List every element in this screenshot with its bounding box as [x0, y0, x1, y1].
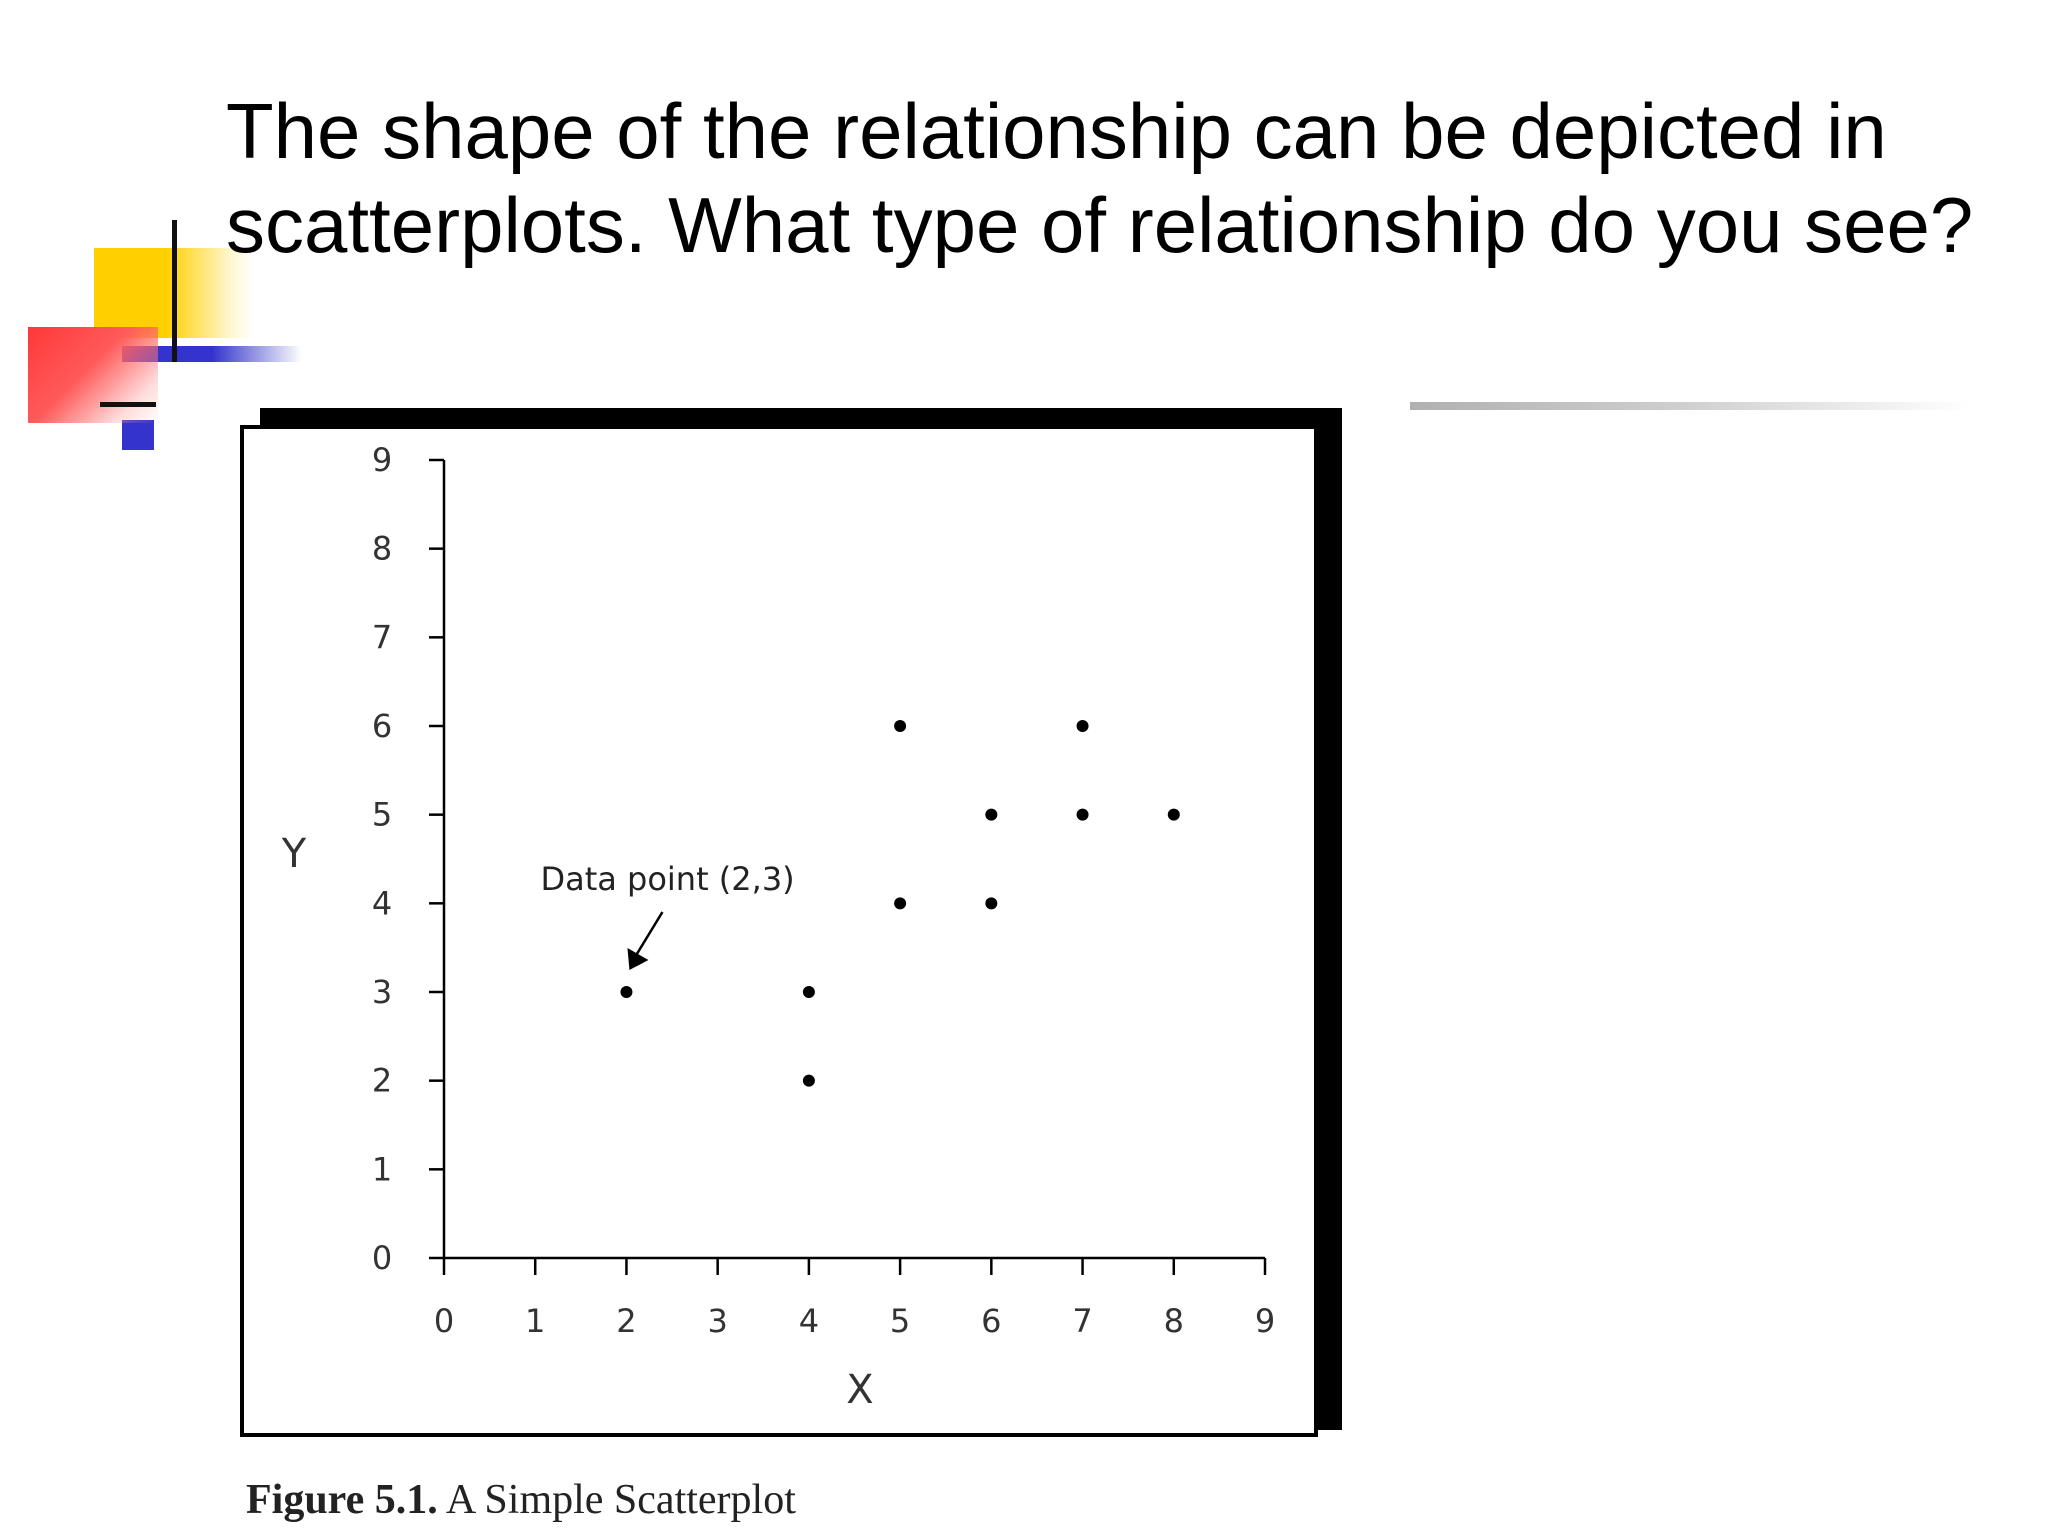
y-tick-label: 5 — [372, 796, 392, 834]
figure-frame: 0 1 2 3 4 5 6 7 8 9 0 1 2 3 4 5 6 7 8 9 X Y Data point (2,3) — [240, 425, 1318, 1437]
data-point — [985, 808, 998, 821]
decor-red-block — [28, 327, 158, 423]
data-point — [620, 986, 633, 998]
y-tick-label: 1 — [372, 1150, 392, 1188]
y-tick-label: 3 — [372, 973, 392, 1011]
data-point — [802, 1074, 815, 1087]
x-tick-label: 0 — [434, 1302, 454, 1340]
x-tick-label: 4 — [799, 1302, 819, 1340]
y-tick-label: 7 — [372, 618, 392, 656]
y-tick-label: 8 — [372, 530, 392, 568]
data-point — [1167, 808, 1180, 821]
data-point — [802, 986, 815, 998]
scatter-chart: 0 1 2 3 4 5 6 7 8 9 0 1 2 3 4 5 6 7 8 9 X Y Data point (2,3) — [281, 441, 1275, 1413]
x-tick-label: 5 — [890, 1302, 910, 1340]
slide-title: The shape of the relationship can be dep… — [226, 87, 1974, 269]
decor-vertical-line — [172, 220, 177, 362]
y-tick-label: 6 — [372, 707, 392, 745]
x-axis-title: X — [846, 1367, 873, 1413]
x-tick-label: 2 — [616, 1302, 636, 1340]
annotation-arrow-line — [633, 911, 664, 959]
decor-blue-square — [122, 420, 154, 450]
figure-caption: Figure 5.1. A Simple Scatterplot — [246, 1476, 796, 1524]
x-tick-label: 6 — [981, 1302, 1001, 1340]
annotation-label: Data point (2,3) — [540, 860, 794, 898]
x-tick-label: 3 — [707, 1302, 727, 1340]
y-tick-label: 4 — [372, 884, 392, 922]
x-tick-label: 1 — [525, 1302, 545, 1340]
caption-label: Figure 5.1. — [246, 1477, 438, 1523]
data-point — [894, 897, 907, 910]
data-point — [894, 720, 907, 732]
x-tick-label: 8 — [1164, 1302, 1184, 1340]
decor-blue-bar — [122, 346, 302, 362]
y-tick-label: 9 — [372, 441, 392, 479]
decor-gray-rule — [1410, 402, 1970, 410]
y-tick-label: 0 — [372, 1239, 392, 1277]
y-tick-label: 2 — [372, 1062, 392, 1100]
data-point — [1076, 720, 1089, 732]
x-tick-label: 7 — [1072, 1302, 1092, 1340]
caption-text: A Simple Scatterplot — [445, 1477, 796, 1523]
x-tick-label: 9 — [1255, 1302, 1275, 1340]
y-axis-title: Y — [281, 831, 307, 877]
decor-horizontal-line — [100, 402, 156, 407]
data-point — [985, 897, 998, 910]
annotation-arrowhead — [627, 948, 649, 970]
data-point — [1076, 808, 1089, 821]
